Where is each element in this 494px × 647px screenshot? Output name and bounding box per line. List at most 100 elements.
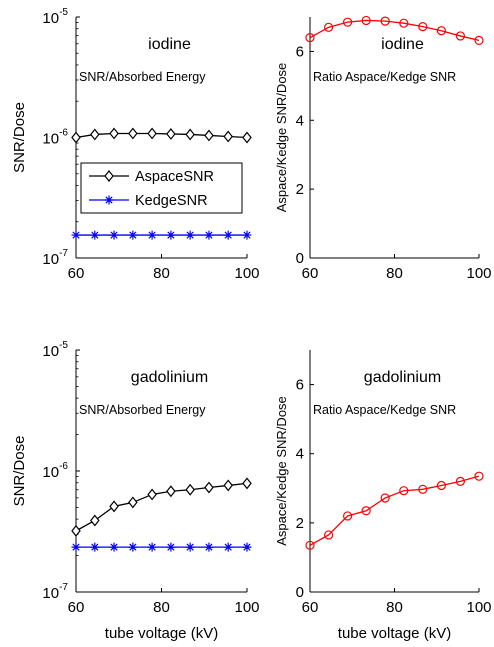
chart-subtitle: SNR/Absorbed Energy [79,70,206,84]
y-tick-label: 2 [296,515,304,532]
data-point [361,15,371,26]
data-point [223,230,233,240]
data-point [185,230,195,240]
data-point [343,511,353,521]
data-point [223,479,233,492]
series-line [309,19,480,42]
x-tick-label: 60 [302,599,319,616]
chart-subtitle: SNR/Absorbed Energy [79,403,206,417]
data-point [90,128,100,141]
chart-title: iodine [381,36,424,53]
data-point [242,542,252,552]
x-tick-label: 100 [466,265,491,282]
data-point [242,230,252,240]
data-point [71,524,81,537]
data-point [323,530,334,540]
data-point [185,542,195,552]
chart-title: gadolinium [131,369,208,386]
x-tick-label: 100 [466,599,491,616]
data-point [223,130,233,143]
data-point [418,22,428,32]
data-point [147,230,157,240]
y-axis-label: Aspace/Kedge SNR/Dose [274,396,289,546]
y-tick-label: 10-5 [42,340,68,360]
data-point [128,496,138,509]
chart-title: gadolinium [364,369,441,386]
chart-subtitle: Ratio Aspace/Kedge SNR [313,403,456,417]
series-group [71,127,252,144]
series-group [305,471,484,550]
data-point [380,493,390,503]
x-tick-label: 60 [68,265,85,282]
series-group [71,542,252,552]
chart-panel: 60 80 100 0 2 4 6 Aspace/Kedge SNR/Dose iodine Ra… [274,15,492,282]
x-tick-label: 80 [153,265,170,282]
data-point [305,33,315,43]
chart-panel: 60 80 100 0 2 4 6 Aspace/Kedge SNR/Dose tube vol… [274,350,492,642]
data-point [399,486,409,496]
data-point [436,480,446,491]
series-line [75,482,248,532]
data-point [166,230,176,240]
data-point [380,16,390,26]
data-point [104,195,114,205]
data-point [90,230,100,240]
data-point [204,230,214,240]
data-point [147,488,157,501]
data-point [71,542,81,552]
data-point [361,506,371,516]
data-point [166,485,176,498]
data-point [109,542,119,552]
legend-label: AspaceSNR [135,169,214,185]
y-tick-label: 10-7 [42,248,68,268]
chart-subtitle: Ratio Aspace/Kedge SNR [313,70,456,84]
data-point [455,476,466,486]
y-tick-label: 6 [296,377,304,394]
data-point [90,514,100,527]
data-point [474,35,484,46]
data-point [323,22,334,32]
x-tick-label: 100 [234,265,259,282]
series-group [305,15,484,46]
data-point [455,31,466,41]
data-point [166,542,176,552]
data-point [166,127,176,140]
legend-label: KedgeSNR [135,193,208,209]
y-axis-label: Aspace/Kedge SNR/Dose [274,63,289,213]
x-tick-label: 60 [302,265,319,282]
y-axis-label: SNR/Dose [11,102,28,173]
data-point [204,481,214,494]
data-point [109,500,119,513]
legend: AspaceSNR KedgeSNR [80,162,243,214]
chart-panel: 60 80 100 10-7 10-6 10-5 SNR/Dose tube voltage … [11,340,260,642]
y-tick-label: 10-7 [42,582,68,602]
data-point [204,542,214,552]
data-point [305,540,315,550]
series-group [71,477,252,537]
data-point [147,542,157,552]
data-point [474,471,484,481]
y-tick-label: 0 [296,584,304,601]
data-point [242,477,252,490]
data-point [128,230,138,240]
series-group [71,230,252,240]
y-tick-label: 2 [296,181,304,198]
data-point [343,17,353,27]
chart-panel: 60 80 100 10-7 10-6 10-5 SNR/Dose iodine SNR/Abs… [11,7,260,282]
series-line [75,132,248,139]
data-point [185,483,195,496]
data-point [71,230,81,240]
x-axis-label: tube voltage (kV) [105,625,218,642]
x-tick-label: 100 [234,599,259,616]
y-tick-label: 10-6 [42,461,68,481]
x-tick-label: 80 [386,599,403,616]
data-point [128,127,138,140]
y-tick-label: 4 [296,112,304,129]
data-point [185,128,195,141]
data-point [90,542,100,552]
data-point [399,18,409,28]
data-point [109,230,119,240]
data-point [436,26,446,36]
data-point [242,131,252,144]
